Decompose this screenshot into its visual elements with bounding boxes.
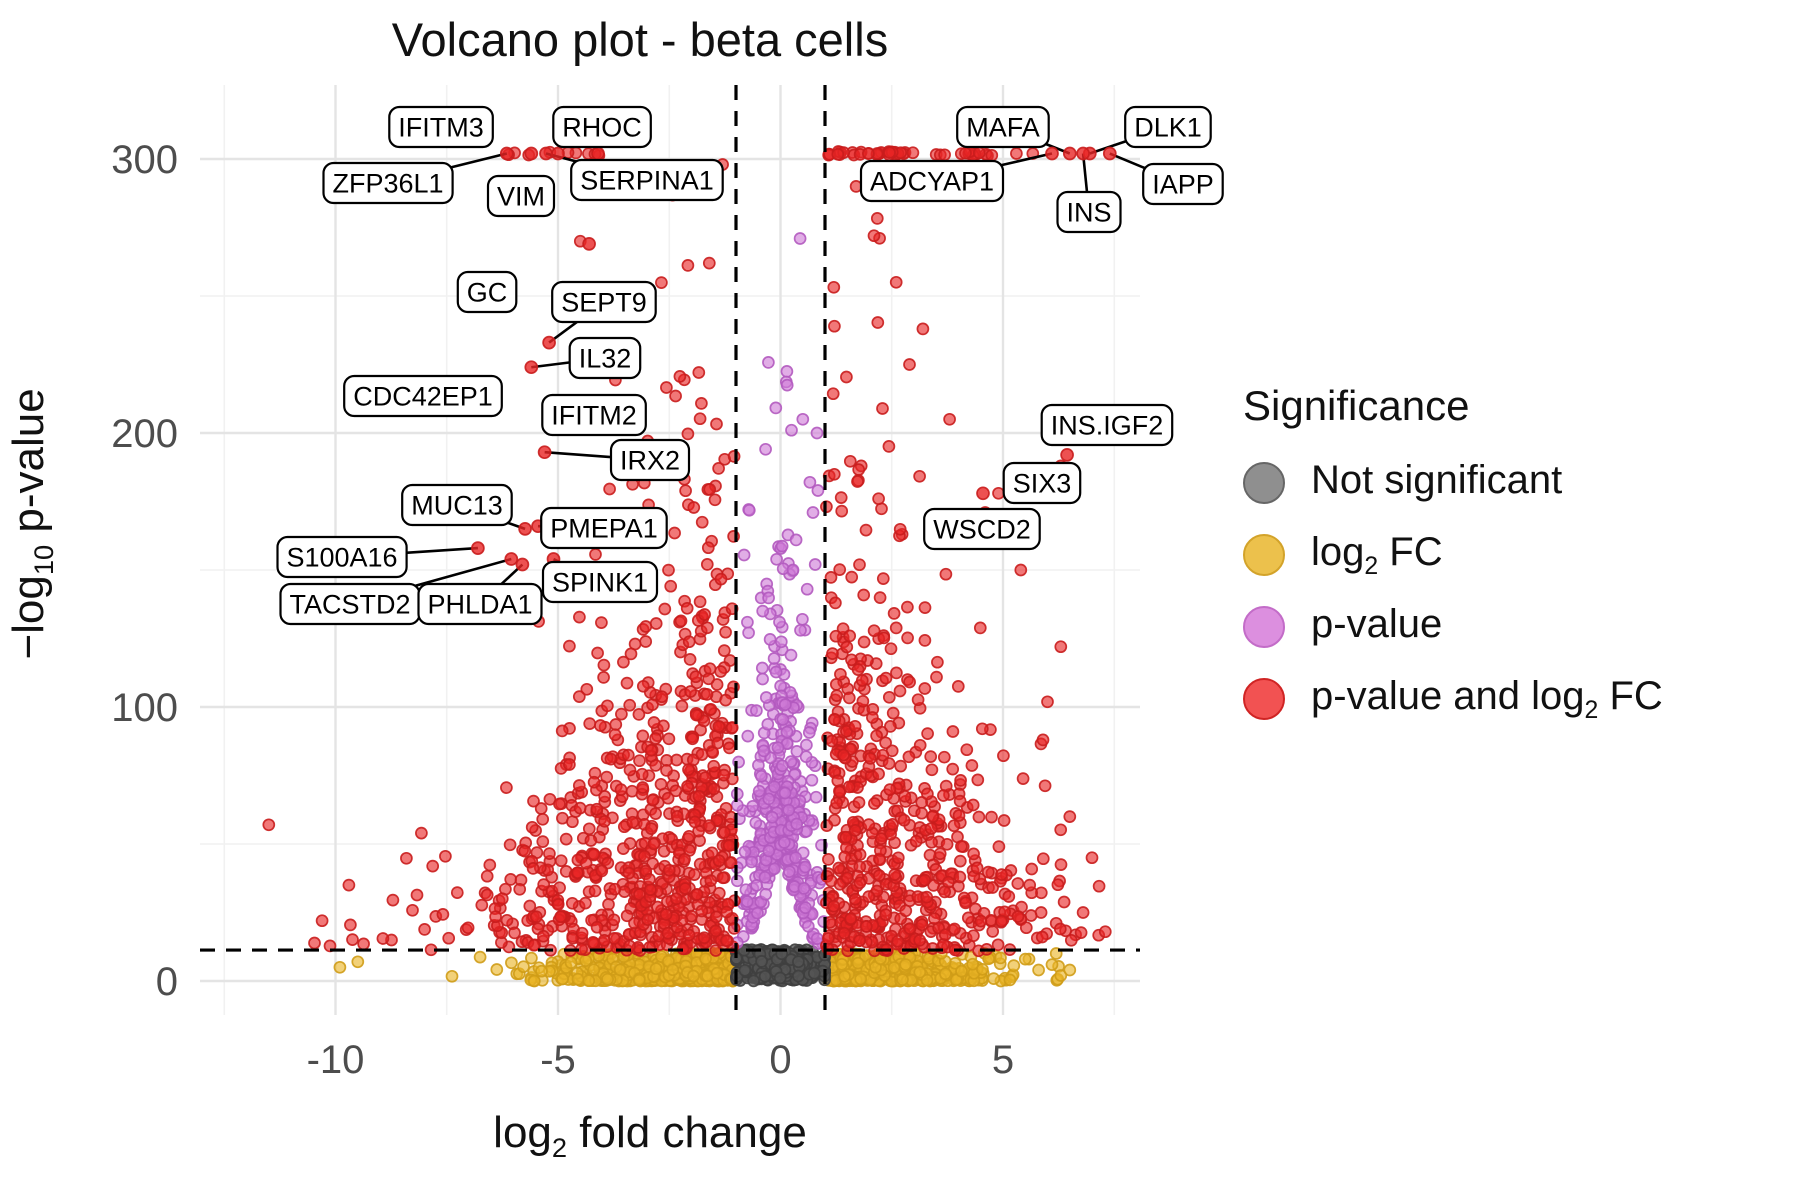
gene-label-leader-lines (341, 125, 1184, 606)
gene-label: IFITM2 (551, 401, 637, 431)
gene-label: SERPINA1 (580, 166, 714, 196)
legend-title: Significance (1243, 382, 1470, 429)
points-not-significant (730, 943, 831, 988)
y-tick-label: 300 (111, 138, 178, 182)
gene-label: PHLDA1 (427, 590, 532, 620)
y-tick-label: 0 (156, 960, 178, 1004)
y-tick-label: 200 (111, 412, 178, 456)
x-axis-title-tail: fold change (567, 1108, 807, 1157)
gene-label: GC (467, 278, 508, 308)
gene-label: DLK1 (1134, 113, 1202, 143)
gene-label: MUC13 (411, 491, 503, 521)
gene-label: SPINK1 (552, 568, 648, 598)
gene-label: SIX3 (1013, 469, 1072, 499)
gene-label: SEPT9 (561, 288, 647, 318)
gene-label: CDC42EP1 (353, 382, 493, 412)
gene-label: PMEPA1 (550, 514, 658, 544)
gene-label: ADCYAP1 (870, 167, 994, 197)
gene-label: WSCD2 (933, 515, 1031, 545)
points-log2fc (333, 946, 1077, 988)
legend-item-pvalue: p-value (1243, 602, 1663, 650)
gene-label: INS.IGF2 (1051, 411, 1164, 441)
pvalue-swatch-icon (1243, 606, 1285, 648)
x-tick-label: 5 (992, 1038, 1014, 1082)
y-axis-title-subscript: 10 (27, 544, 59, 576)
chart-title: Volcano plot - beta cells (391, 13, 889, 66)
pvalue-and-log2fc-swatch-icon (1243, 678, 1285, 720)
x-tick-label: -5 (540, 1038, 576, 1082)
gene-labels: IFITM3 RHOC ZFP36L1 VIM SERPINA1 MAFA DLK1 ADCY… (276, 105, 1224, 626)
gene-label: INS (1066, 198, 1111, 228)
gene-label: IAPP (1152, 170, 1214, 200)
y-axis-title-text: −log (4, 575, 54, 660)
gene-label: TACSTD2 (289, 590, 410, 620)
x-axis-title-text: log (493, 1108, 552, 1157)
legend-item-not-significant: Not significant (1243, 458, 1663, 506)
not-significant-swatch-icon (1243, 462, 1285, 504)
gene-label: IRX2 (620, 446, 680, 476)
y-axis-title-tail: p-value (4, 388, 54, 545)
gene-label: ZFP36L1 (332, 169, 443, 199)
legend-item-log2fc: log2 FC (1243, 530, 1663, 580)
legend-item-pvalue-and-log2fc: p-value and log2 FC (1243, 674, 1663, 724)
gene-label: VIM (497, 182, 545, 212)
x-tick-label: 0 (769, 1038, 791, 1082)
gene-label: IL32 (579, 344, 632, 374)
gene-label: MAFA (966, 113, 1040, 143)
log2fc-swatch-icon (1243, 534, 1285, 576)
gene-label: RHOC (562, 113, 642, 143)
x-axis-title: log2 fold change (0, 1108, 1300, 1164)
x-tick-label: -10 (307, 1038, 365, 1082)
legend: Significance Not significant log2 FC p-v… (1243, 382, 1663, 748)
gene-label: IFITM3 (398, 113, 484, 143)
gene-label: S100A16 (286, 543, 397, 573)
threshold-lines (200, 85, 1140, 1015)
y-tick-label: 100 (111, 686, 178, 730)
y-axis-title: −log10 p-value (4, 244, 60, 804)
x-axis-title-subscript: 2 (551, 1131, 568, 1163)
